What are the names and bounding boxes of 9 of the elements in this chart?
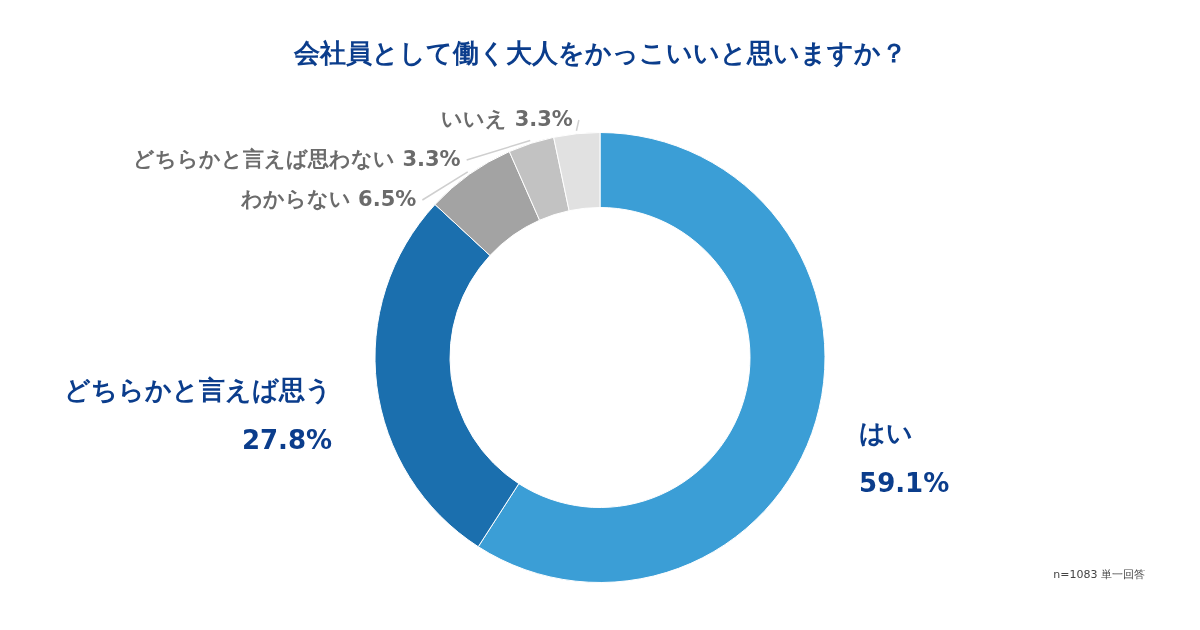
text: n=1083 単一回答 bbox=[1053, 568, 1145, 581]
slice-label: どちらかと言えば思う bbox=[64, 375, 333, 406]
chart-title: 会社員として働く大人をかっこいいと思いますか？ bbox=[292, 38, 907, 68]
slice-label: いいえ 3.3% bbox=[441, 107, 573, 131]
slice-label: わからない 6.5% bbox=[239, 187, 417, 211]
data-label: 59.1% bbox=[859, 467, 950, 498]
slice-label: どちらかと言えば思わない 3.3% bbox=[133, 147, 461, 171]
slice-label: はい bbox=[859, 417, 914, 448]
data-label: 27.8% bbox=[241, 425, 333, 456]
